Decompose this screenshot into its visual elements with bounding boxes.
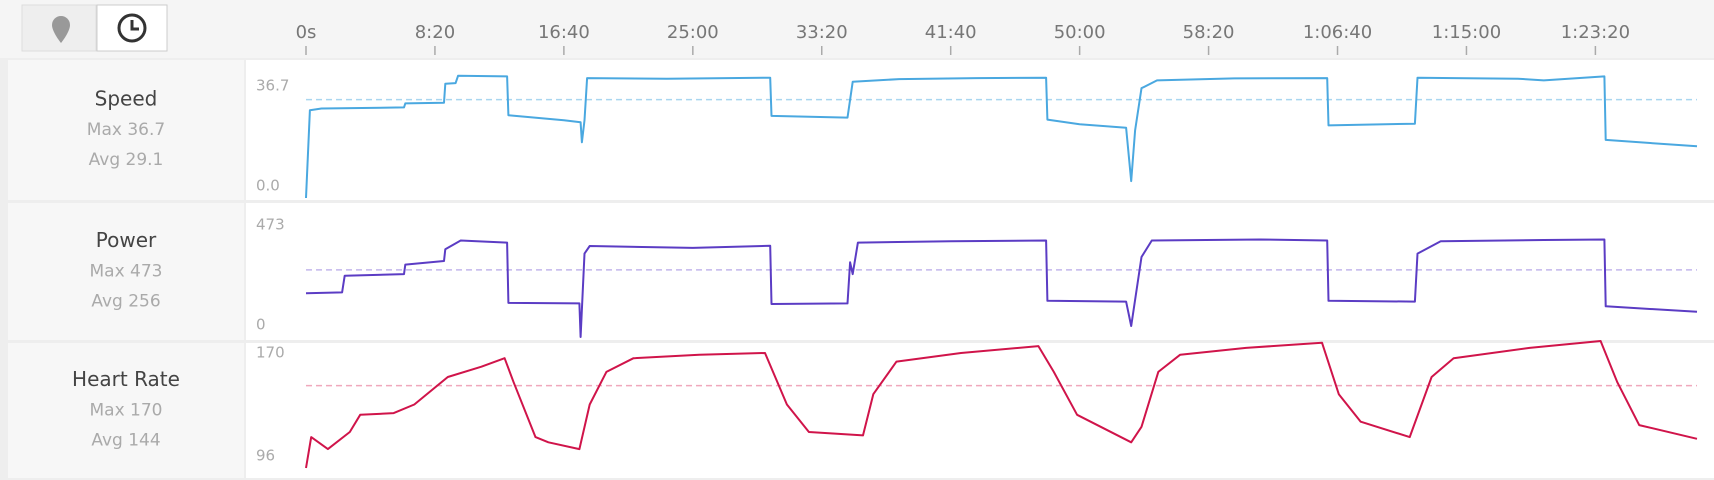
x-tick-label: 33:20 bbox=[796, 22, 848, 43]
x-tick-label: 1:15:00 bbox=[1432, 22, 1501, 43]
metric-max: Max 36.7 bbox=[87, 120, 165, 140]
metric-avg: Avg 29.1 bbox=[89, 150, 164, 170]
plot-panel bbox=[246, 60, 1714, 200]
metric-title: Speed bbox=[95, 87, 158, 111]
data-line bbox=[305, 74, 1698, 199]
x-tick-label: 50:00 bbox=[1054, 22, 1106, 43]
x-tick-label: 41:40 bbox=[925, 22, 977, 43]
sidebar-panel bbox=[8, 60, 244, 200]
sidebar-panel bbox=[8, 343, 244, 478]
x-tick-label: 0s bbox=[296, 22, 317, 43]
clock-icon bbox=[117, 13, 147, 43]
map-button[interactable] bbox=[21, 4, 97, 52]
data-line bbox=[305, 238, 1698, 338]
sidebar-panel bbox=[8, 203, 244, 340]
pin-icon bbox=[52, 16, 70, 43]
y-tick-label: 473 bbox=[256, 216, 285, 234]
x-tick-label: 58:20 bbox=[1183, 22, 1235, 43]
metric-avg: Avg 256 bbox=[91, 292, 160, 312]
x-tick-label: 8:20 bbox=[415, 22, 455, 43]
x-tick-label: 1:23:20 bbox=[1561, 22, 1630, 43]
x-tick-label: 25:00 bbox=[667, 22, 719, 43]
metric-title: Heart Rate bbox=[72, 367, 180, 391]
y-tick-label: 170 bbox=[256, 344, 285, 362]
x-tick-label: 16:40 bbox=[538, 22, 590, 43]
time-button[interactable] bbox=[96, 4, 168, 52]
y-tick-label: 0 bbox=[256, 316, 266, 334]
x-tick-label: 1:06:40 bbox=[1303, 22, 1372, 43]
metric-avg: Avg 144 bbox=[91, 431, 160, 451]
y-tick-label: 96 bbox=[256, 447, 275, 465]
button-bg bbox=[21, 4, 97, 52]
metric-max: Max 170 bbox=[90, 401, 163, 421]
y-tick-label: 0.0 bbox=[256, 177, 280, 195]
toolbar bbox=[0, 0, 1714, 58]
data-line bbox=[305, 340, 1698, 469]
metric-max: Max 473 bbox=[90, 262, 163, 282]
plot-panel bbox=[246, 203, 1714, 340]
clock-hands bbox=[130, 20, 139, 31]
plot-panel bbox=[246, 343, 1714, 478]
y-tick-label: 36.7 bbox=[256, 77, 289, 95]
metric-title: Power bbox=[96, 228, 157, 252]
